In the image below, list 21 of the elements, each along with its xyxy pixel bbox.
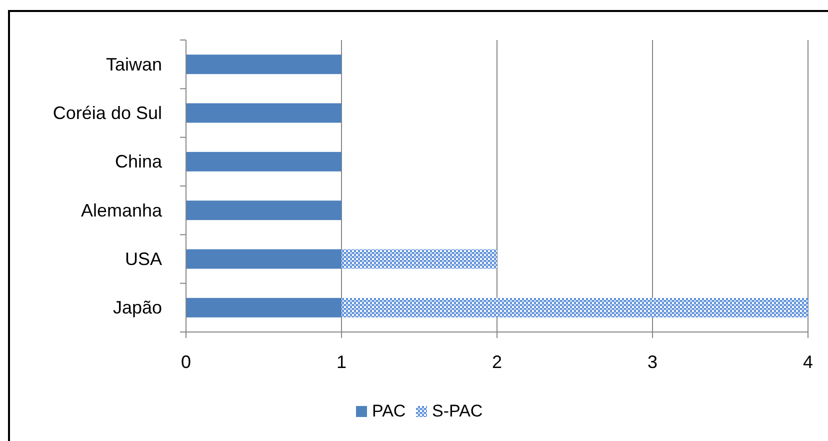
bar bbox=[186, 152, 342, 172]
x-tick-label: 1 bbox=[336, 352, 347, 372]
x-tick-label: 3 bbox=[647, 352, 658, 372]
y-tick-label: Alemanha bbox=[80, 200, 163, 220]
y-tick-label: USA bbox=[124, 249, 162, 269]
x-tick-label: 4 bbox=[802, 352, 814, 372]
y-tick-label: Coréia do Sul bbox=[52, 103, 162, 123]
y-tick-label: Japão bbox=[112, 298, 162, 318]
y-tick-label: Taiwan bbox=[106, 54, 162, 74]
bar bbox=[186, 54, 342, 74]
y-tick-label: China bbox=[114, 152, 163, 172]
bar bbox=[186, 249, 342, 269]
bar bbox=[342, 298, 808, 318]
bar bbox=[342, 249, 497, 269]
x-tick-label: 2 bbox=[492, 352, 502, 372]
bar bbox=[186, 200, 342, 220]
bar bbox=[186, 103, 342, 123]
bar bbox=[186, 298, 342, 318]
x-tick-label: 0 bbox=[180, 352, 192, 372]
legend-label: PAC bbox=[372, 402, 406, 420]
legend-label: S-PAC bbox=[432, 402, 483, 420]
